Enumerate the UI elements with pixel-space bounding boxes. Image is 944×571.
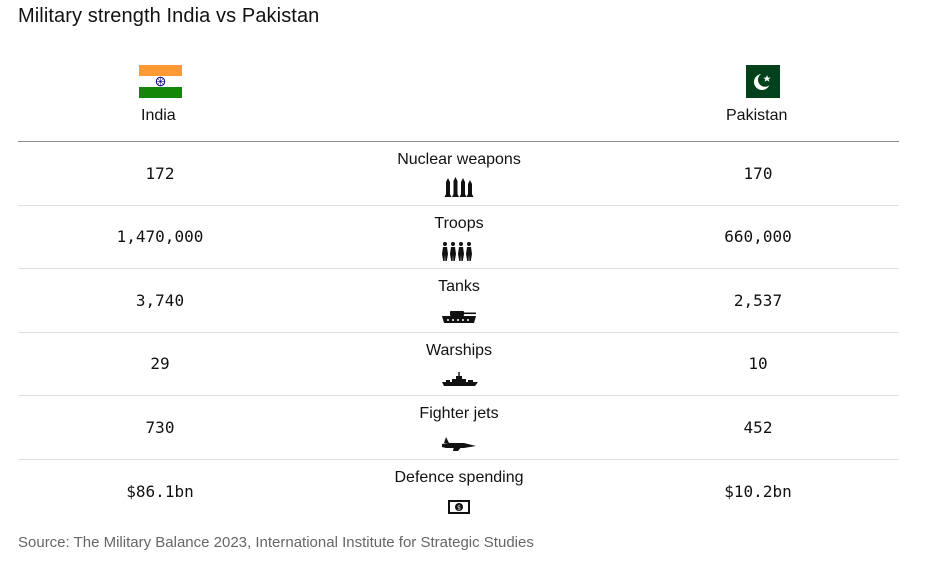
india-value: 3,740 [135,290,185,310]
india-value: $86.1bn [126,481,194,501]
category-label: Defence spending [394,468,524,486]
pakistan-flag-icon [746,65,780,98]
india-value: 1,470,000 [116,227,204,247]
pakistan-value: 660,000 [724,227,792,247]
india-flag-icon [139,65,182,98]
svg-text:$: $ [457,504,461,511]
india-value: 29 [150,354,170,374]
source-note: Source: The Military Balance 2023, Inter… [18,534,534,551]
banknote-icon: $ [448,499,470,514]
table-row: 29 Warships 10 [18,333,899,396]
india-value: 172 [145,163,175,183]
country-label-india: India [141,107,176,124]
comparison-table: 172 Nuclear weapons 170 1,470,000 Troops… [18,141,899,523]
tank-icon [442,311,476,323]
pakistan-value: 2,537 [733,290,783,310]
table-row: 3,740 Tanks 2,537 [18,269,899,333]
pakistan-value: 452 [743,417,773,437]
pakistan-value: 170 [743,163,773,183]
table-row: 1,470,000 Troops 660,000 [18,206,899,269]
table-row: $86.1bn Defence spending $ $10.2bn [18,460,899,524]
pakistan-value: $10.2bn [724,481,792,501]
table-row: 730 Fighter jets 452 [18,396,899,460]
missiles-icon [444,177,474,197]
category-label: Fighter jets [419,405,499,422]
india-value: 730 [145,417,175,437]
fighter-jet-icon [442,437,476,451]
country-label-pakistan: Pakistan [726,107,788,124]
category-label: Troops [434,214,484,232]
category-label: Tanks [438,278,480,295]
category-label: Warships [425,341,493,359]
category-label: Nuclear weapons [397,151,521,168]
pakistan-value: 10 [748,354,768,374]
soldiers-icon [442,241,472,261]
chart-title: Military strength India vs Pakistan [18,5,320,27]
warship-icon [442,371,478,386]
table-row: 172 Nuclear weapons 170 [18,142,899,206]
